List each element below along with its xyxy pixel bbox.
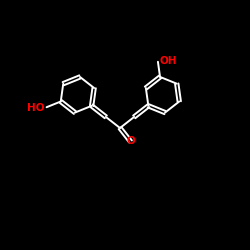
Text: O: O [126, 136, 135, 146]
Text: OH: OH [160, 56, 178, 66]
Text: HO: HO [27, 103, 44, 113]
